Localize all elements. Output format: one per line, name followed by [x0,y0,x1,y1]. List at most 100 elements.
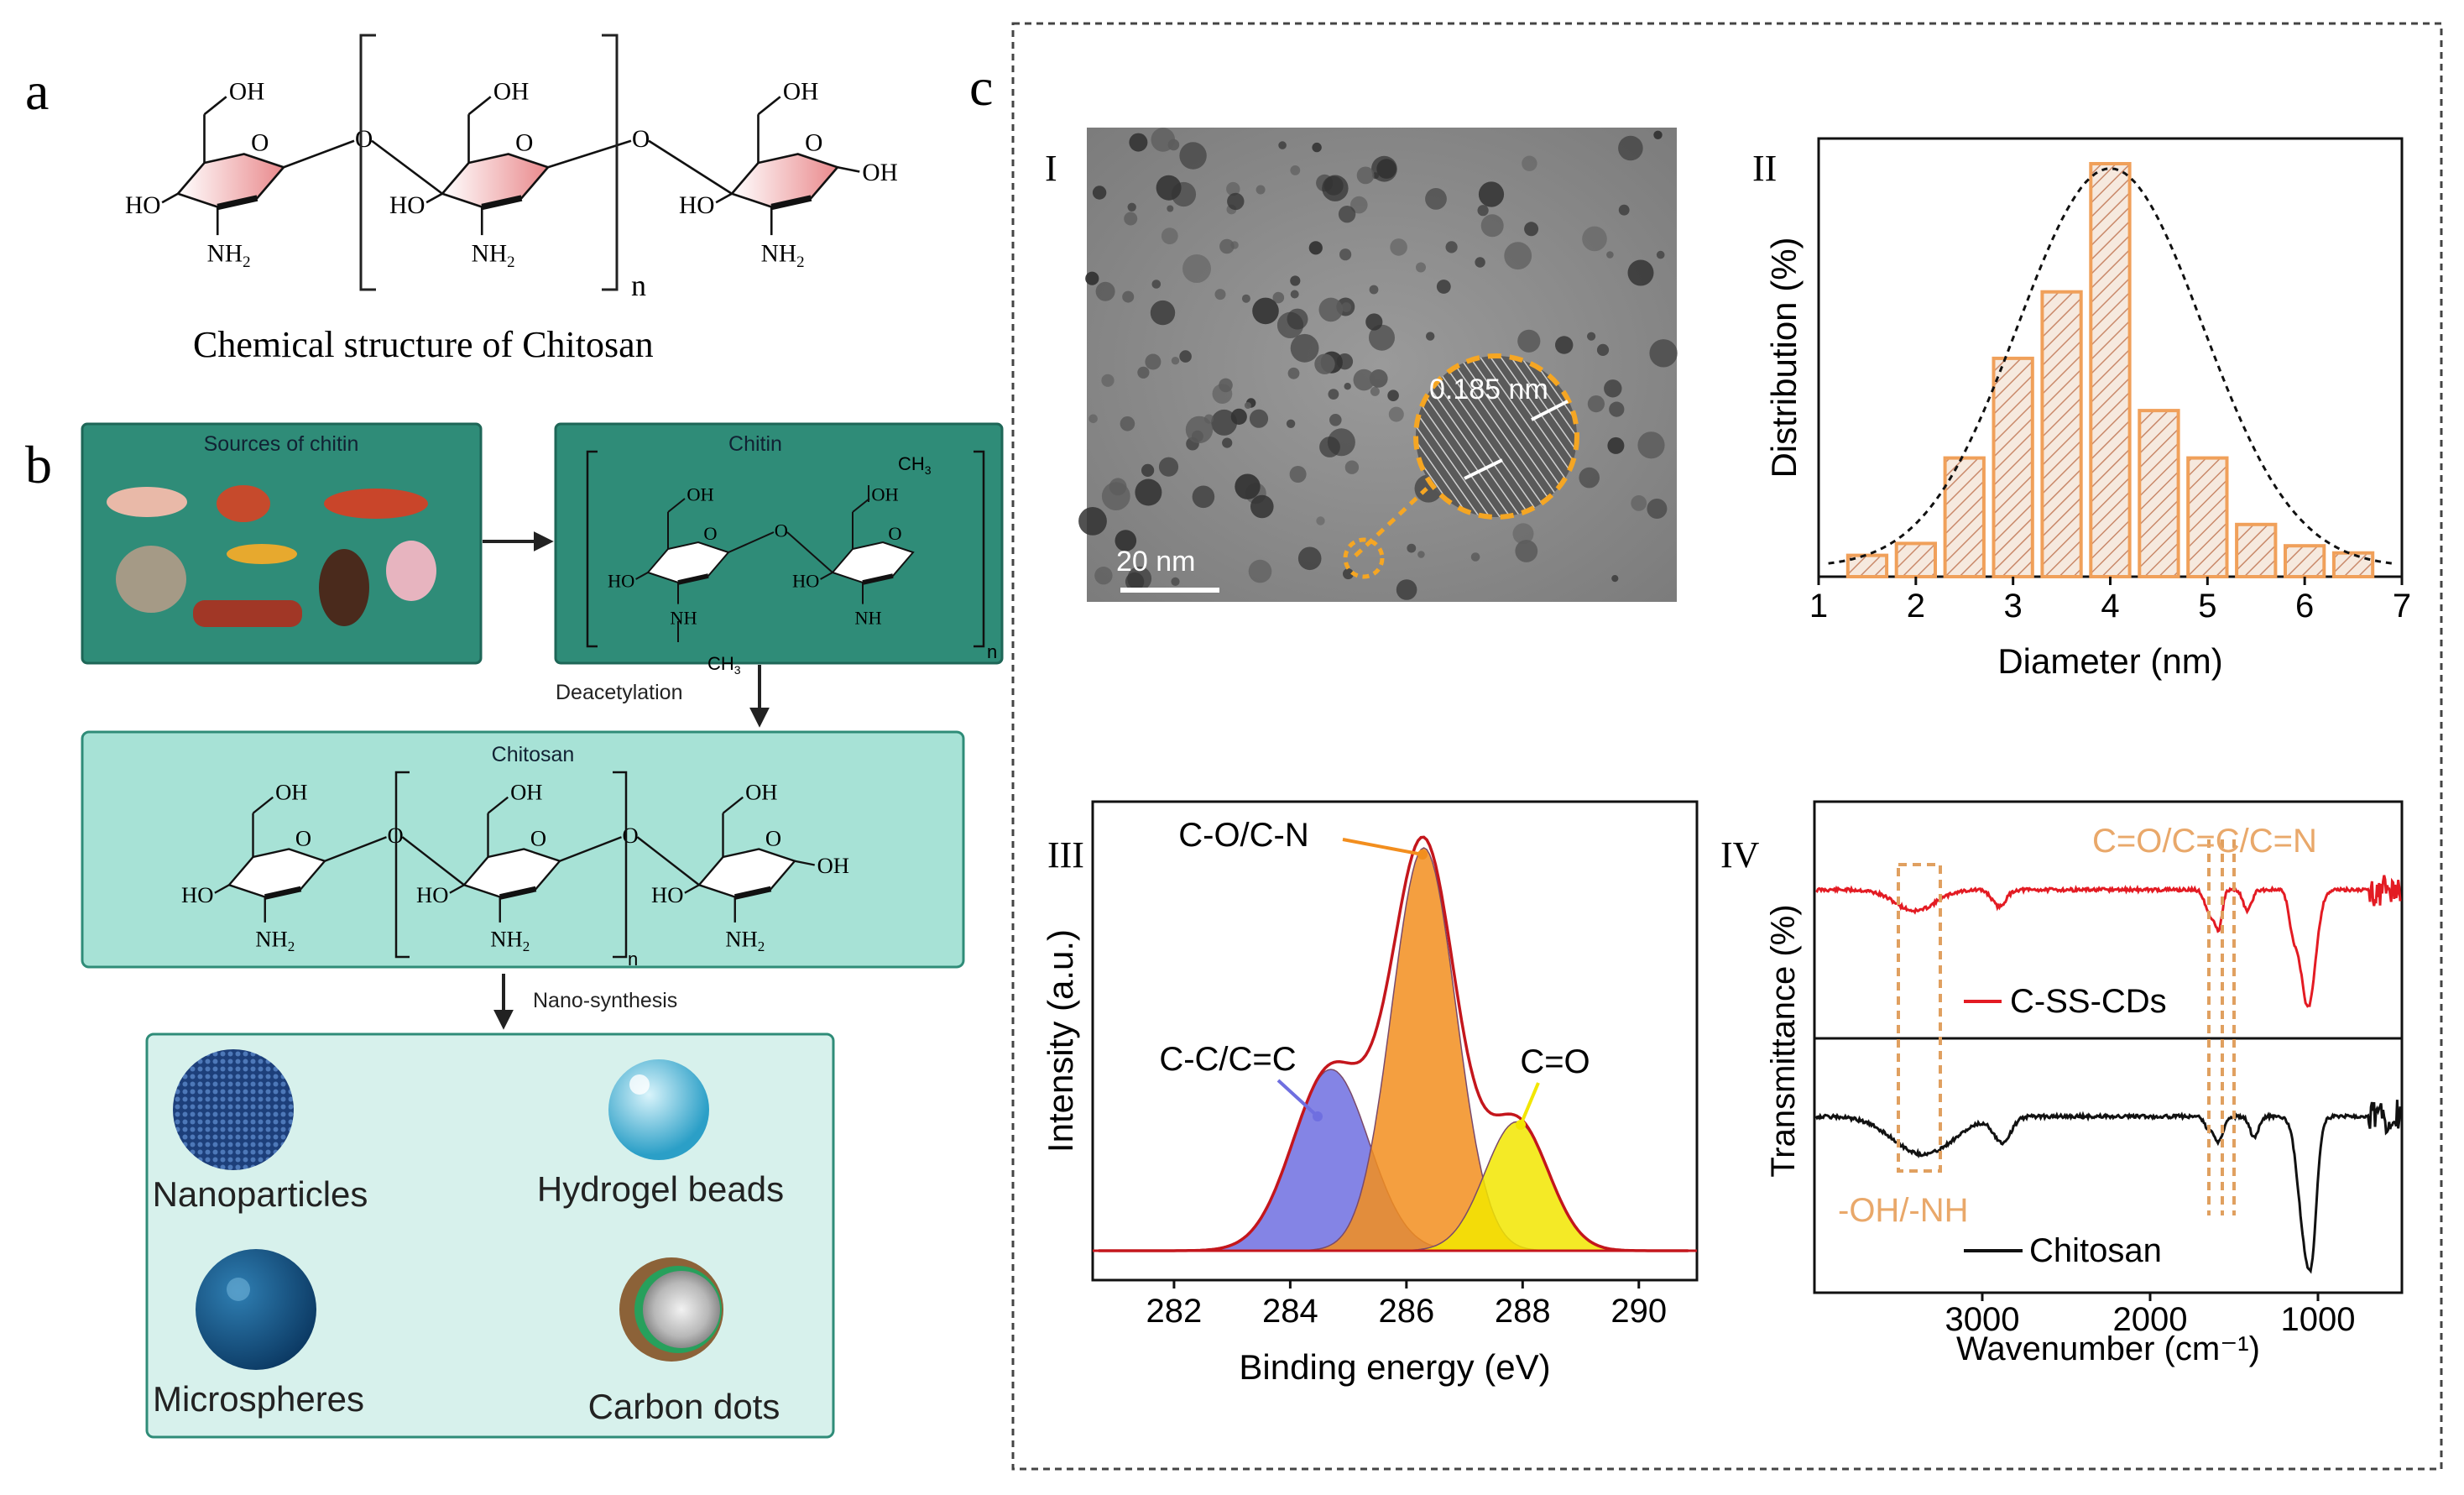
tem-particle [1470,552,1480,562]
chitosan-bracket-right [613,771,628,959]
ring-bold-edge [677,573,709,585]
tem-particle [1185,416,1214,444]
ho-bond [715,192,733,204]
tem-particle [1477,205,1489,217]
sources-title: Sources of chitin [204,432,359,456]
peak-label: C-O/C-N [1178,817,1309,854]
peak-pointer [1519,1082,1540,1126]
tem-particle [1604,379,1622,398]
glycosidic-bond [559,836,622,862]
tem-particle [1088,414,1098,424]
tem-particle [1387,389,1399,402]
legend-label-chitosan: Chitosan [2029,1232,2162,1269]
shrimp-icon [107,487,187,517]
ho-bond [820,572,833,580]
hydroxyl-label: OH [493,78,529,105]
tem-particle [1171,357,1180,365]
tem-particle [1167,139,1180,151]
x-tick-label: 6 [2295,588,2314,625]
amine-subscript: 2 [758,938,765,954]
lattice-arrow-b [1531,400,1569,421]
tem-particle [1480,214,1504,238]
x-tick-label: 4 [2101,588,2119,625]
tem-particle [1230,408,1247,425]
methyl-label: CH3 [898,453,932,477]
microsphere-highlight [227,1278,250,1301]
tem-particle [1290,275,1301,286]
hydroxyl-left-label: HO [679,192,714,219]
plot-frame [1813,800,2404,1294]
amine-subscript: 2 [288,938,295,954]
tem-particle [1137,366,1150,379]
tem-particle [1587,395,1605,413]
tem-particle [1327,428,1355,457]
histogram-bar [2186,456,2229,578]
chitosan-title: Chitosan [492,743,575,766]
terminal-oh-label: OH [862,159,897,186]
ring-bold-edge [770,195,812,211]
histogram-bar [2040,290,2083,578]
tem-particle [1316,516,1325,525]
oh-bond [252,796,274,814]
zoom-source-circle [1343,537,1385,579]
x-tick-label: 1000 [2281,1301,2356,1338]
tem-particle [1255,185,1266,195]
ring-oxygen: O [888,523,901,544]
tem-particle [1356,166,1375,185]
ring-bold-edge [734,886,772,900]
x-tick-label: 5 [2198,588,2216,625]
tem-particle [1445,241,1458,254]
glycosidic-bond [371,139,443,195]
hydroxyl-left-label: HO [651,882,683,907]
lattice-spacing-label: 0.185 nm [1429,374,1548,405]
tem-particle [1344,383,1351,390]
panel-b-letter: b [25,435,52,494]
methyl-subscript: 3 [734,663,741,677]
ftir-series-chitosan [1814,1100,2402,1274]
x-tick-label: 290 [1610,1293,1667,1330]
tem-particle [1350,196,1368,214]
tem-particle [1171,181,1197,207]
chitin-title: Chitin [728,432,782,456]
tem-particle [1171,577,1180,587]
tem-particle [1290,333,1319,363]
glycosidic-bond [324,836,387,862]
hydroxyl-label: OH [783,78,818,105]
hydroxyl-left-label: HO [181,882,213,907]
tem-particles [1078,128,1678,600]
lobster-icon [193,600,302,627]
ho-bond [214,884,230,894]
tem-particle [1587,332,1596,341]
tem-particle [1425,188,1447,210]
amine-subscript: 2 [523,938,530,954]
tem-particle [1078,507,1107,536]
tem-particle [1522,155,1537,171]
tem-particle [1219,238,1235,254]
annotation-oh-nh: -OH/-NH [1838,1192,1969,1229]
x-tick-label: 286 [1378,1293,1434,1330]
tem-particle [1290,290,1299,299]
zoom-connector [1354,487,1428,557]
tem-particle [1287,308,1308,330]
ho-bond [449,884,465,894]
product-microspheres: Microspheres [153,1379,364,1419]
x-tick-label: 7 [2393,588,2411,625]
tem-particle [1145,353,1162,370]
tem-particle [1609,401,1625,417]
repeat-n: n [631,269,646,302]
tem-particle [1129,133,1148,152]
tem-particle [1504,242,1532,270]
peak-pointer-head [1313,1111,1323,1121]
tem-particle [1092,186,1107,200]
sub-label-II: II [1752,148,1777,189]
oh-bond [852,498,870,513]
bracket-right [602,34,619,291]
tem-particle [1161,227,1178,244]
tem-particle [1252,297,1279,325]
cockroach-icon [319,549,369,626]
tem-particle [1235,473,1261,499]
tem-particle [1278,141,1287,149]
tem-particle [1407,543,1417,553]
